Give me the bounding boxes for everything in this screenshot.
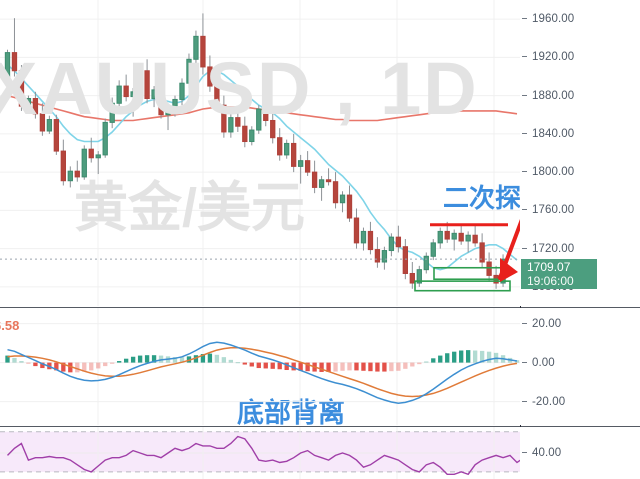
axis-tick: 1960.00 xyxy=(520,12,640,26)
price-chart-svg[interactable] xyxy=(0,0,520,306)
axis-tick: 0.00 xyxy=(520,356,640,370)
last-price-time: 19:06:00 xyxy=(527,274,574,288)
panel-divider-macd-rsi xyxy=(0,426,640,427)
macd-axis[interactable]: 20.00 0.00 -20.00 xyxy=(520,308,640,425)
price-panel[interactable] xyxy=(0,0,520,306)
macd-panel[interactable] xyxy=(0,308,520,425)
annotation-bottom-divergence: 底部背离 xyxy=(237,398,345,428)
rsi-panel[interactable] xyxy=(0,427,520,479)
rsi-axis[interactable]: 40.00 xyxy=(520,427,640,479)
panel-divider-price-macd xyxy=(0,307,640,308)
axis-tick: 1720.00 xyxy=(520,242,640,256)
axis-tick: 1800.00 xyxy=(520,165,640,179)
macd-chart-svg[interactable] xyxy=(0,308,520,425)
rsi-chart-svg[interactable] xyxy=(0,427,520,479)
axis-tick: 20.00 xyxy=(520,317,640,331)
axis-tick: 1760.00 xyxy=(520,203,640,217)
price-axis[interactable]: 1960.00 1920.00 1880.00 1840.00 1800.00 1760.… xyxy=(520,0,640,306)
last-price-value: 1709.07 xyxy=(527,260,571,274)
axis-tick: -20.00 xyxy=(520,395,640,409)
axis-tick: 1880.00 xyxy=(520,89,640,103)
axis-tick: 1840.00 xyxy=(520,127,640,141)
macd-readout-value: 6.58 xyxy=(0,318,20,333)
last-price-badge[interactable]: 1709.07 19:06:00 xyxy=(521,259,597,289)
axis-tick: 1920.00 xyxy=(520,50,640,64)
axis-tick: 40.00 xyxy=(520,446,640,460)
